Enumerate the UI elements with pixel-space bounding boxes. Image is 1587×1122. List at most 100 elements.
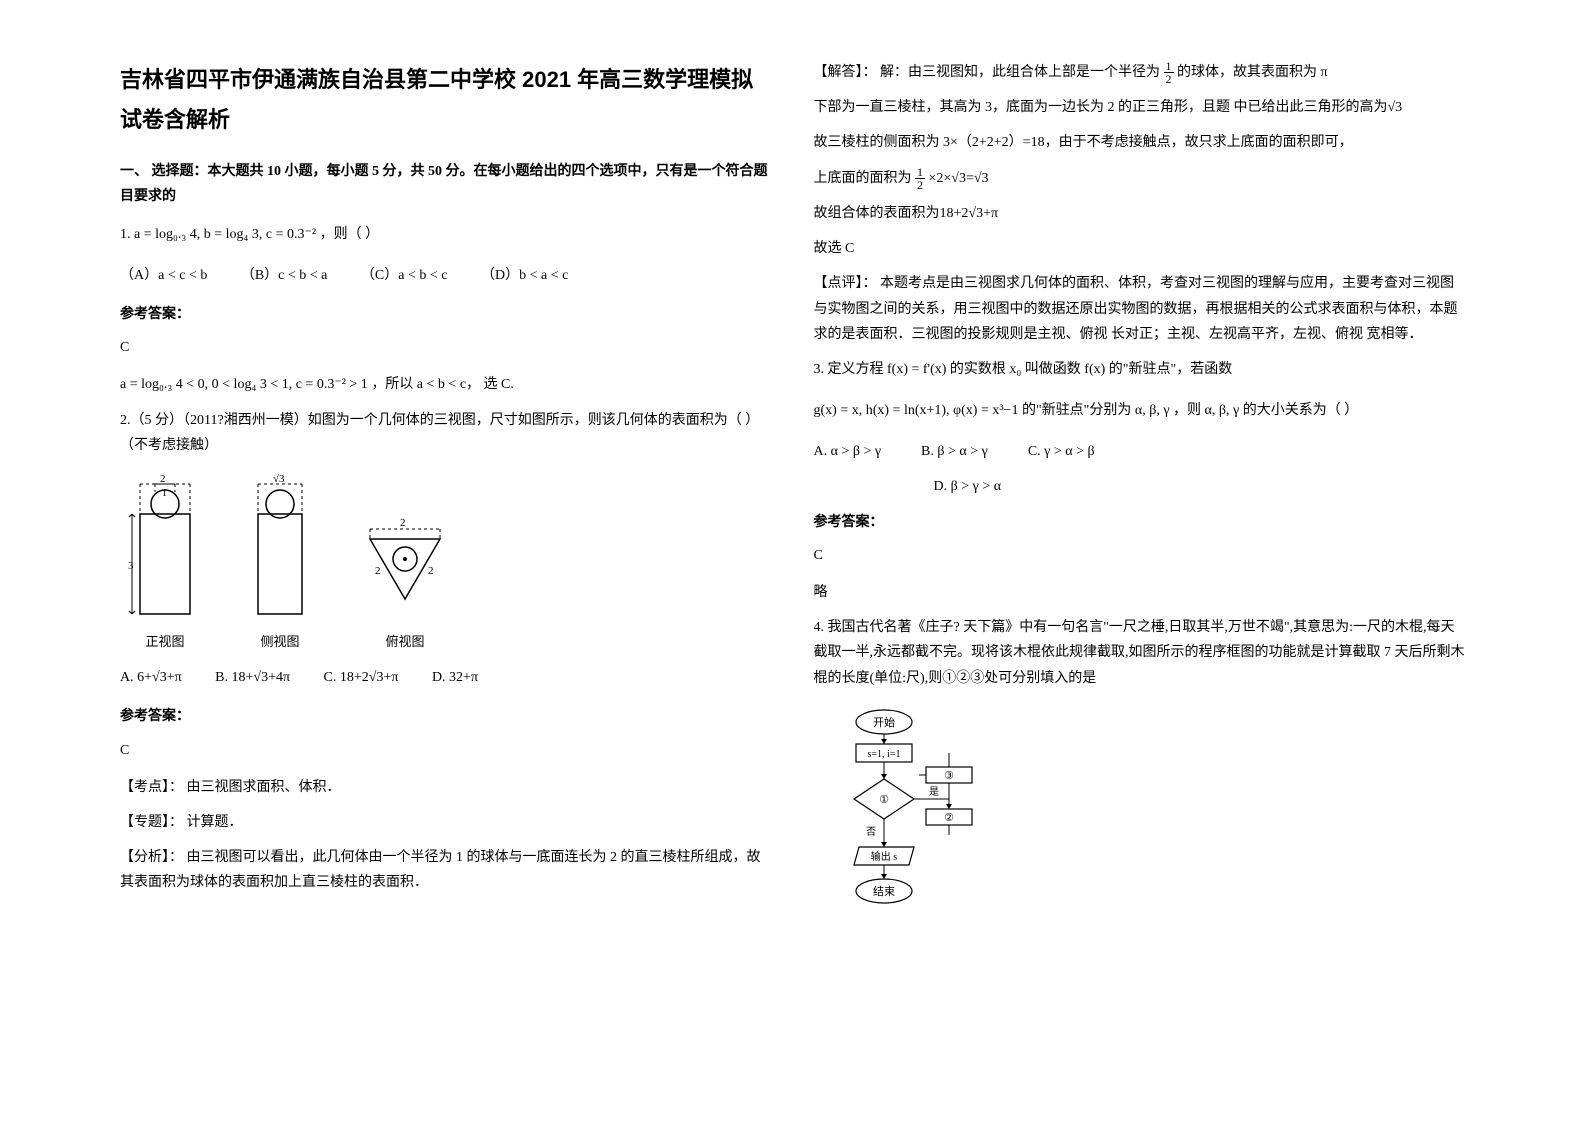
q1-optA: （A）a < c < b [120,263,207,288]
svg-text:①: ① [879,794,889,806]
q1-formula: a = log₀.₃ 4, b = log₄ 3, c = 0.3⁻² [134,227,316,242]
svg-text:②: ② [944,812,954,824]
front-view-svg: 2 1 3 [120,474,210,624]
fenxi-text: 由三视图可以看出，此几何体由一个半径为 1 的球体与一底面连长为 2 的直三棱柱… [120,850,761,890]
q3-s1-mid: 的实数根 x₀ 叫做函数 [950,362,1081,377]
svg-text:2: 2 [400,517,406,529]
side-view-svg: √3 [240,474,320,624]
q2-stem: 2.（5 分）（2011?湘西州一模）如图为一个几何体的三视图，尺寸如图所示，则… [120,408,774,458]
jieda-label: 【解答】： [814,65,877,80]
q3-stem-1: 3. 定义方程 f(x) = f'(x) 的实数根 x₀ 叫做函数 f(x) 的… [814,357,1468,382]
q1-optB: （B）c < b < a [241,263,328,288]
q1-suffix: ，则（ ） [320,227,380,242]
side-view: √3 侧视图 [240,474,320,653]
kaodian-label: 【考点】： [120,780,183,795]
q3-s2-mid2: ，则 [1173,403,1201,418]
q2-zhuanti: 【专题】： 计算题． [120,810,774,835]
svg-text:③: ③ [944,770,954,782]
q2-jieda-5: 故组合体的表面积为18+2√3+π [814,201,1468,226]
q3-answer-label: 参考答案： [814,510,1468,535]
jieda1-suffix: 的球体，故其表面积为 π [1177,65,1328,80]
q1-answer: C [120,335,774,360]
q3-s2-f1: α, β, γ [1135,403,1170,418]
q2-jieda-3: 故三棱柱的侧面积为 3×（2+2+2）=18，由于不考虑接触点，故只求上底面的面… [814,130,1468,155]
page-title: 吉林省四平市伊通满族自治县第二中学校 2021 年高三数学理模拟试卷含解析 [120,60,774,139]
front-view: 2 1 3 正视图 [120,474,210,653]
q3-optA: A. α > β > γ [814,439,882,464]
three-views-diagram: 2 1 3 正视图 √3 侧视图 [120,474,774,653]
svg-text:2: 2 [375,565,381,577]
top-view-svg: 2 2 2 [350,514,460,624]
q3-optB: B. β > α > γ [921,439,988,464]
q1-work-suffix: ，所以 a < b < c， 选 C. [371,377,514,392]
left-column: 吉林省四平市伊通满族自治县第二中学校 2021 年高三数学理模拟试卷含解析 一、… [100,60,794,1062]
jieda4-prefix: 上底面的面积为 [814,171,912,186]
q1-answer-label: 参考答案： [120,302,774,327]
fenxi-label: 【分析】： [120,850,183,865]
q3-s2-f2: α, β, γ [1205,403,1240,418]
svg-text:开始: 开始 [873,715,895,729]
q2-optA: A. 6+√3+π [120,665,182,690]
q3-stem-2: g(x) = x, h(x) = ln(x+1), φ(x) = x³−1 的"… [814,398,1468,423]
q3-answer: C [814,543,1468,568]
side-view-label: 侧视图 [240,630,320,653]
q3-options-row2: D. β > γ > α [814,474,1468,499]
svg-text:√3: √3 [273,474,285,485]
q3-options-row1: A. α > β > γ B. β > α > γ C. γ > α > β [814,439,1468,464]
svg-text:结束: 结束 [873,885,895,898]
q2-fenxi: 【分析】： 由三视图可以看出，此几何体由一个半径为 1 的球体与一底面连长为 2… [120,845,774,895]
top-view: 2 2 2 俯视图 [350,514,460,653]
svg-text:输出 s: 输出 s [870,850,897,863]
q1-optD: （D）b < a < c [481,263,568,288]
flowchart-svg: 开始 s=1, i=1 ① 是 ② ③ [814,707,1014,947]
q2-options: A. 6+√3+π B. 18+√3+4π C. 18+2√3+π D. 32+… [120,665,774,690]
q2-answer: C [120,738,774,763]
jieda4-formula: ×2×√3=√3 [929,171,989,186]
flowchart: 开始 s=1, i=1 ① 是 ② ③ [814,707,1468,947]
q1-work-formula: a = log₀.₃ 4 < 0, 0 < log₄ 3 < 1, c = 0.… [120,377,368,392]
jieda1-prefix: 解：由三视图知，此组合体上部是一个半径为 [880,65,1160,80]
q3-s1-prefix: 3. 定义方程 [814,362,884,377]
svg-text:1: 1 [162,488,167,499]
q1-prefix: 1. [120,227,134,242]
q3-s1-suffix: 的"新驻点"，若函数 [1109,362,1232,377]
q2-optD: D. 32+π [432,665,478,690]
q4-stem: 4. 我国古代名著《庄子? 天下篇》中有一句名言"一尺之棰,日取其半,万世不竭"… [814,615,1468,691]
q2-jieda-2: 下部为一直三棱柱，其高为 3，底面为一边长为 2 的正三角形，且题 中已给出此三… [814,95,1468,120]
zhuanti-text: 计算题． [187,815,243,830]
svg-text:2: 2 [428,565,434,577]
svg-text:否: 否 [866,826,876,838]
q3-s2-prefix: g(x) = x, h(x) = ln(x+1), φ(x) = x³−1 [814,403,1019,418]
top-view-label: 俯视图 [350,630,460,653]
q3-optD: D. β > γ > α [934,474,1002,499]
svg-text:3: 3 [128,560,134,572]
section-head: 一、 选择题：本大题共 10 小题，每小题 5 分，共 50 分。在每小题给出的… [120,159,774,209]
q3-s1-f1: f(x) = f'(x) [887,362,946,377]
q2-kaodian: 【考点】： 由三视图求面积、体积． [120,775,774,800]
q2-jieda-6: 故选 C [814,236,1468,261]
zhuanti-label: 【专题】： [120,815,183,830]
q3-s2-suffix: 的大小关系为（ ） [1243,403,1359,418]
q2-jieda-1: 【解答】： 解：由三视图知，此组合体上部是一个半径为 1 2 的球体，故其表面积… [814,60,1468,85]
q2-optB: B. 18+√3+4π [215,665,290,690]
q1-options: （A）a < c < b （B）c < b < a （C）a < b < c （… [120,263,774,288]
q3-s1-f2: f(x) [1084,362,1105,377]
question-1: 1. a = log₀.₃ 4, b = log₄ 3, c = 0.3⁻² ，… [120,222,774,247]
q2-answer-label: 参考答案： [120,704,774,729]
q3-optC: C. γ > α > β [1028,439,1095,464]
q3-s2-mid: 的"新驻点"分别为 [1022,403,1131,418]
q3-note: 略 [814,580,1468,605]
dianping-label: 【点评】： [814,276,877,291]
svg-text:2: 2 [160,474,166,485]
svg-text:s=1, i=1: s=1, i=1 [867,749,900,760]
q2-optC: C. 18+2√3+π [324,665,399,690]
svg-text:是: 是 [929,786,939,798]
q2-jieda-4: 上底面的面积为 1 2 ×2×√3=√3 [814,166,1468,191]
q1-work: a = log₀.₃ 4 < 0, 0 < log₄ 3 < 1, c = 0.… [120,372,774,397]
front-view-label: 正视图 [120,630,210,653]
right-column: 【解答】： 解：由三视图知，此组合体上部是一个半径为 1 2 的球体，故其表面积… [794,60,1488,1062]
q1-optC: （C）a < b < c [361,263,448,288]
q2-dianping: 【点评】： 本题考点是由三视图求几何体的面积、体积，考查对三视图的理解与应用，主… [814,271,1468,347]
kaodian-text: 由三视图求面积、体积． [187,780,341,795]
dianping-text: 本题考点是由三视图求几何体的面积、体积，考查对三视图的理解与应用，主要考查对三视… [814,276,1458,341]
